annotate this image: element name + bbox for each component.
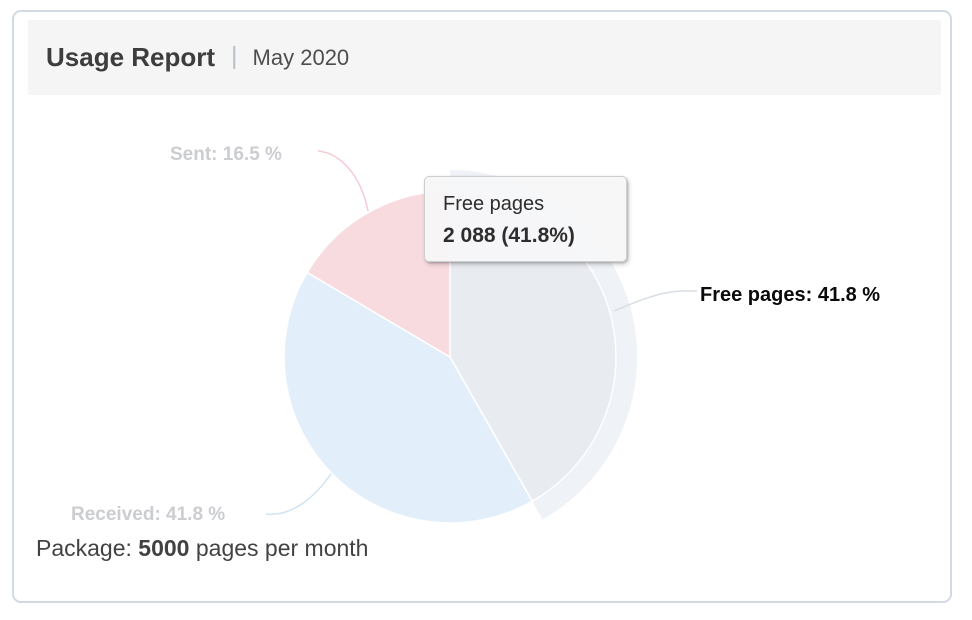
package-label-prefix: Package: (36, 535, 139, 561)
chart-tooltip: Free pages 2 088 (41.8%) (424, 176, 627, 262)
pie-slice-received[interactable] (283, 271, 534, 524)
data-label-received: Received: 41.8 % (71, 504, 226, 525)
tooltip-series-name: Free pages (443, 193, 545, 215)
data-label-sent: Sent: 16.5 % (170, 144, 282, 165)
header-divider: | (231, 42, 238, 70)
package-label-suffix: pages per month (189, 535, 369, 561)
connector-free-pages (613, 290, 697, 312)
data-label-free-pages: Free pages: 41.8 % (700, 284, 881, 306)
package-summary: Package: 5000 pages per month (36, 535, 368, 562)
connector-received (265, 473, 332, 515)
report-header: Usage Report | May 2020 (28, 20, 941, 95)
report-title: Usage Report (46, 42, 216, 72)
package-value: 5000 (138, 535, 190, 561)
report-period: May 2020 (252, 44, 350, 70)
tooltip-value: 2 088 (41.8%) (443, 224, 575, 247)
connector-sent (317, 150, 369, 212)
